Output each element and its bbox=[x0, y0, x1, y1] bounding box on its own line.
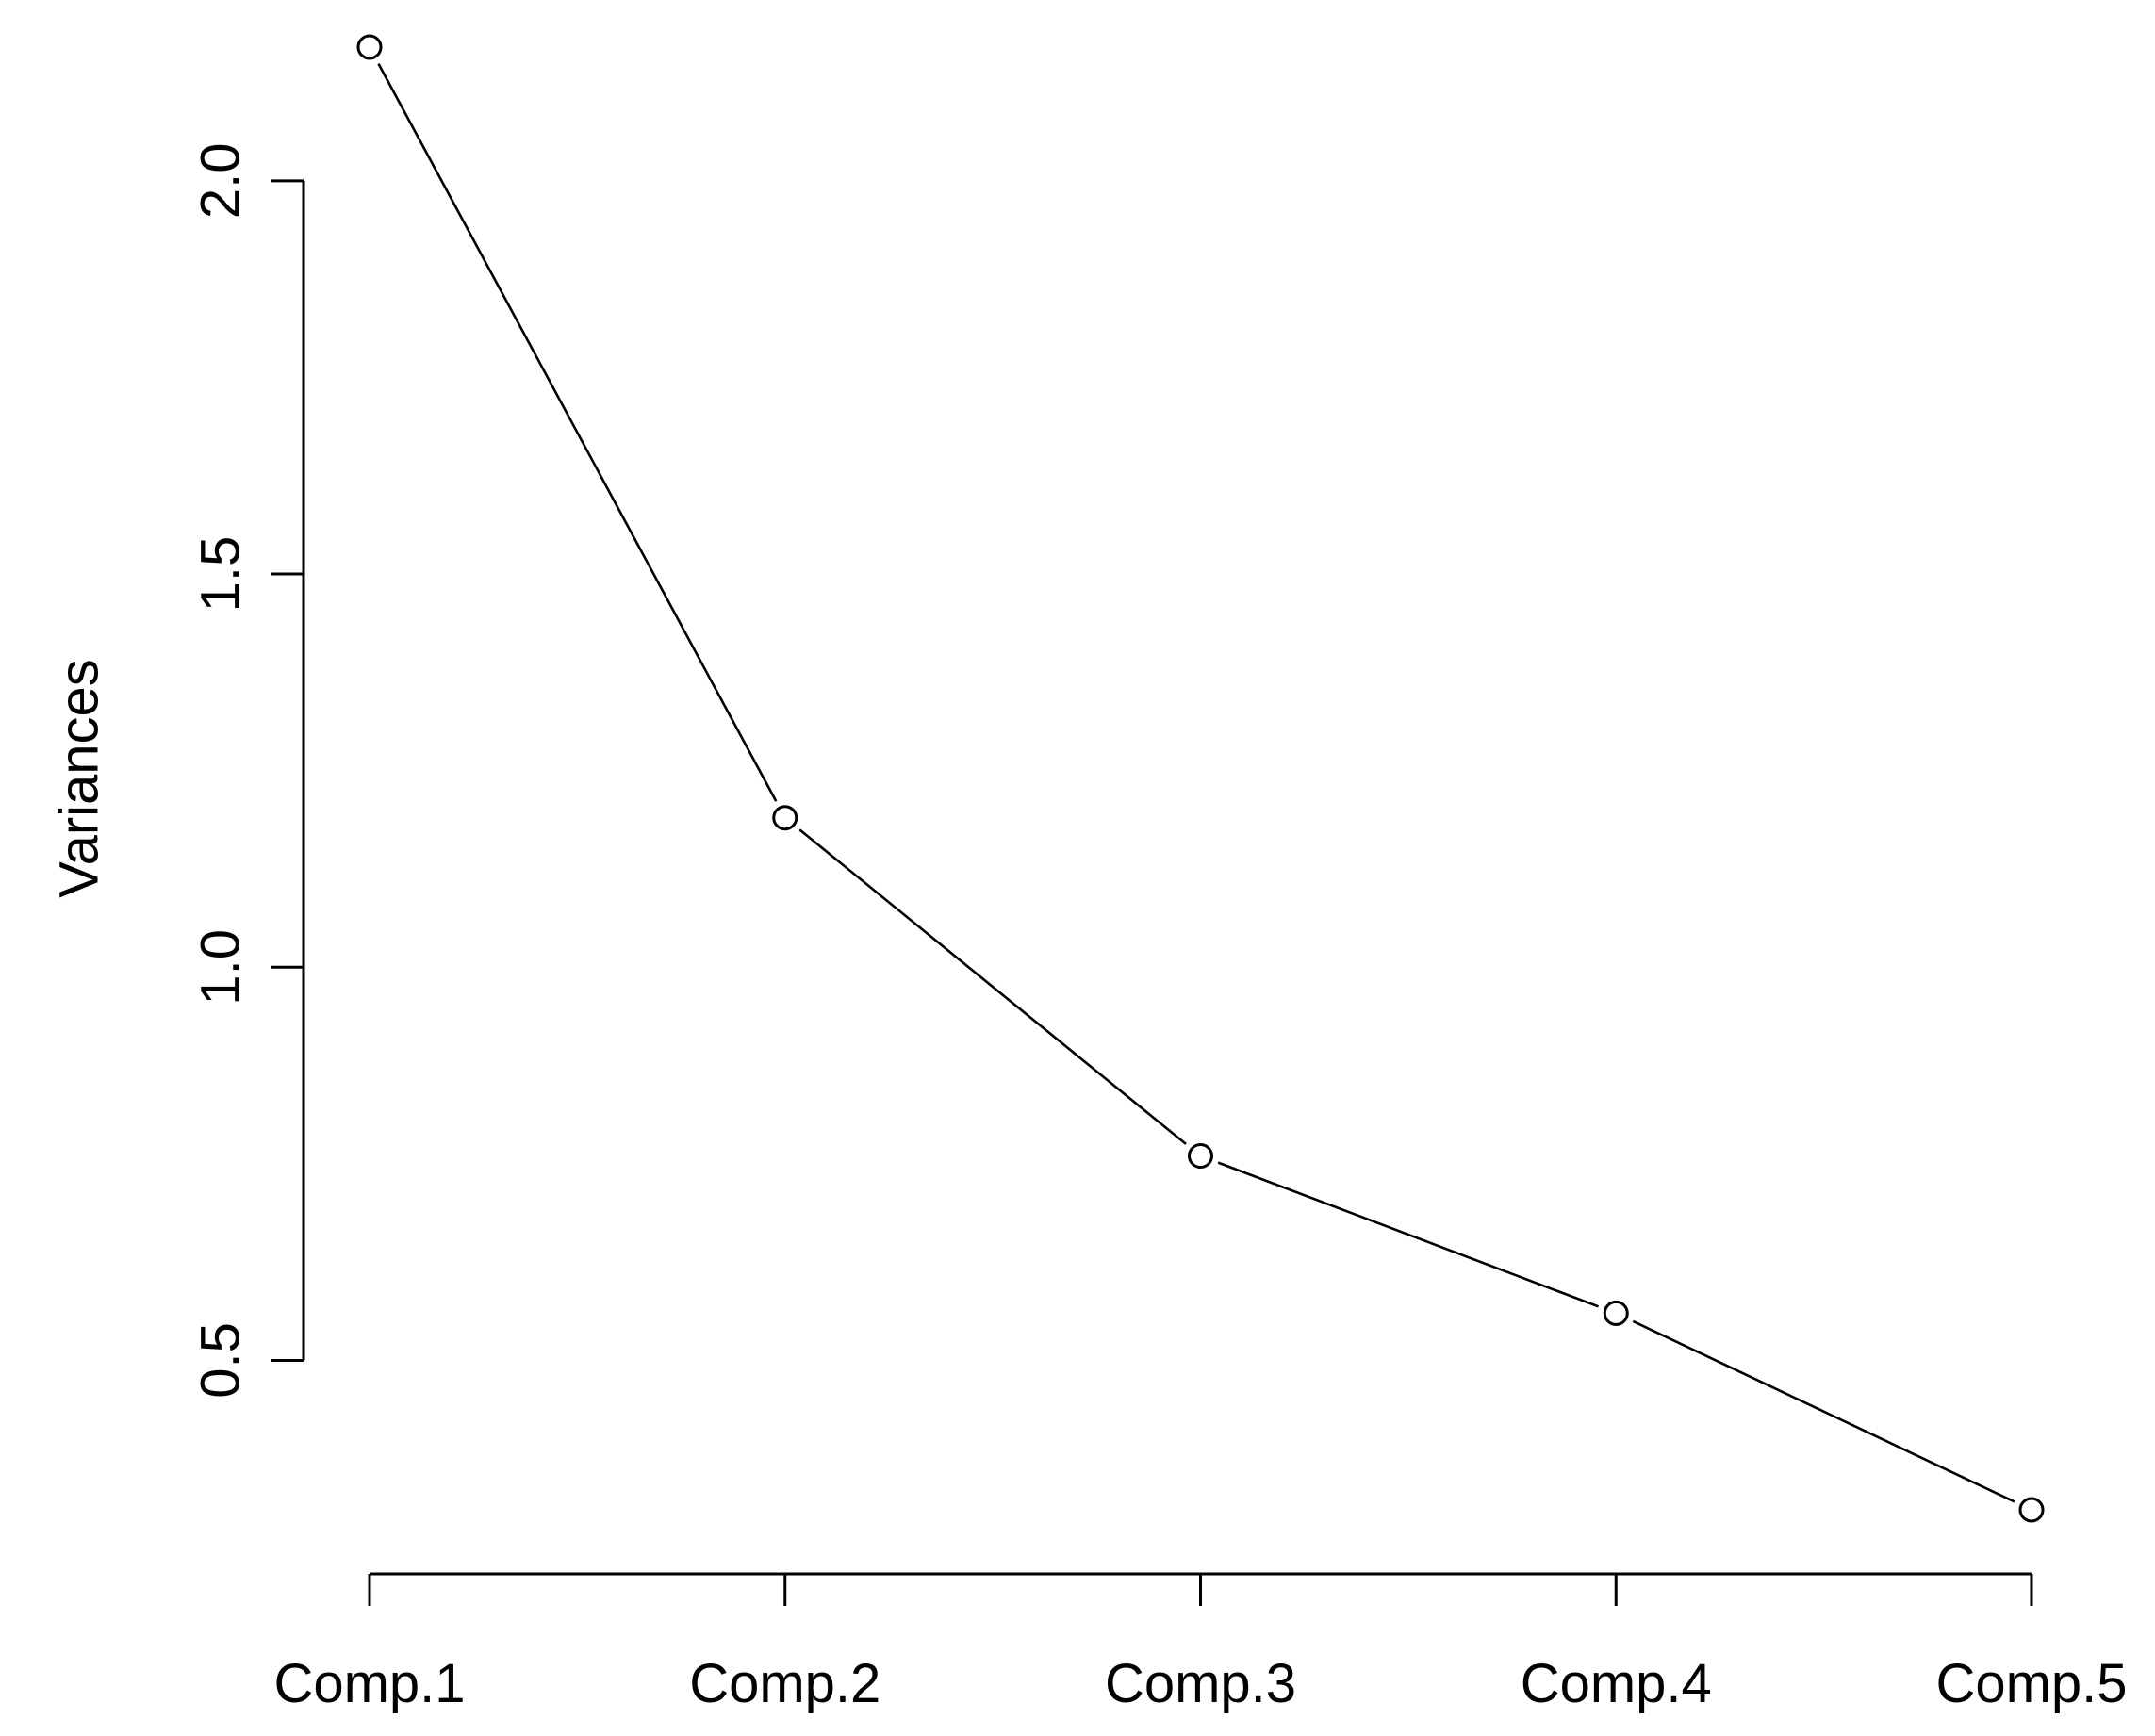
variance-series bbox=[356, 34, 2045, 1523]
x-tick-label: Comp.3 bbox=[1105, 1653, 1296, 1714]
x-tick-label: Comp.1 bbox=[273, 1653, 465, 1714]
data-point bbox=[1188, 1143, 1213, 1170]
data-point bbox=[1603, 1300, 1629, 1326]
data-point bbox=[2018, 1497, 2045, 1523]
x-tick-label: Comp.2 bbox=[689, 1653, 880, 1714]
series-line-segment bbox=[1632, 1319, 2015, 1503]
x-tick-label: Comp.4 bbox=[1521, 1653, 1712, 1714]
data-point bbox=[772, 805, 798, 831]
series-line-segment bbox=[377, 62, 778, 802]
series-line-segment bbox=[1217, 1161, 1600, 1308]
y-tick-labels: 0.5 1.0 1.5 2.0 bbox=[189, 143, 251, 1399]
x-tick-label: Comp.5 bbox=[1935, 1653, 2127, 1714]
y-tick-label: 1.5 bbox=[189, 536, 251, 613]
y-axis-title: Variances bbox=[48, 659, 109, 898]
y-axis: 0.5 1.0 1.5 2.0 bbox=[189, 143, 305, 1399]
series-line-segment bbox=[798, 828, 1187, 1145]
y-ticks bbox=[271, 179, 304, 1362]
x-tick-labels: Comp.1 Comp.2 Comp.3 Comp.4 Comp.5 bbox=[273, 1653, 2127, 1714]
data-point bbox=[356, 34, 383, 60]
y-tick-label: 2.0 bbox=[189, 143, 251, 220]
x-ticks bbox=[368, 1574, 2033, 1606]
y-tick-label: 1.0 bbox=[189, 929, 251, 1006]
y-tick-label: 0.5 bbox=[189, 1322, 251, 1399]
x-axis: Comp.1 Comp.2 Comp.3 Comp.4 Comp.5 bbox=[273, 1572, 2128, 1714]
